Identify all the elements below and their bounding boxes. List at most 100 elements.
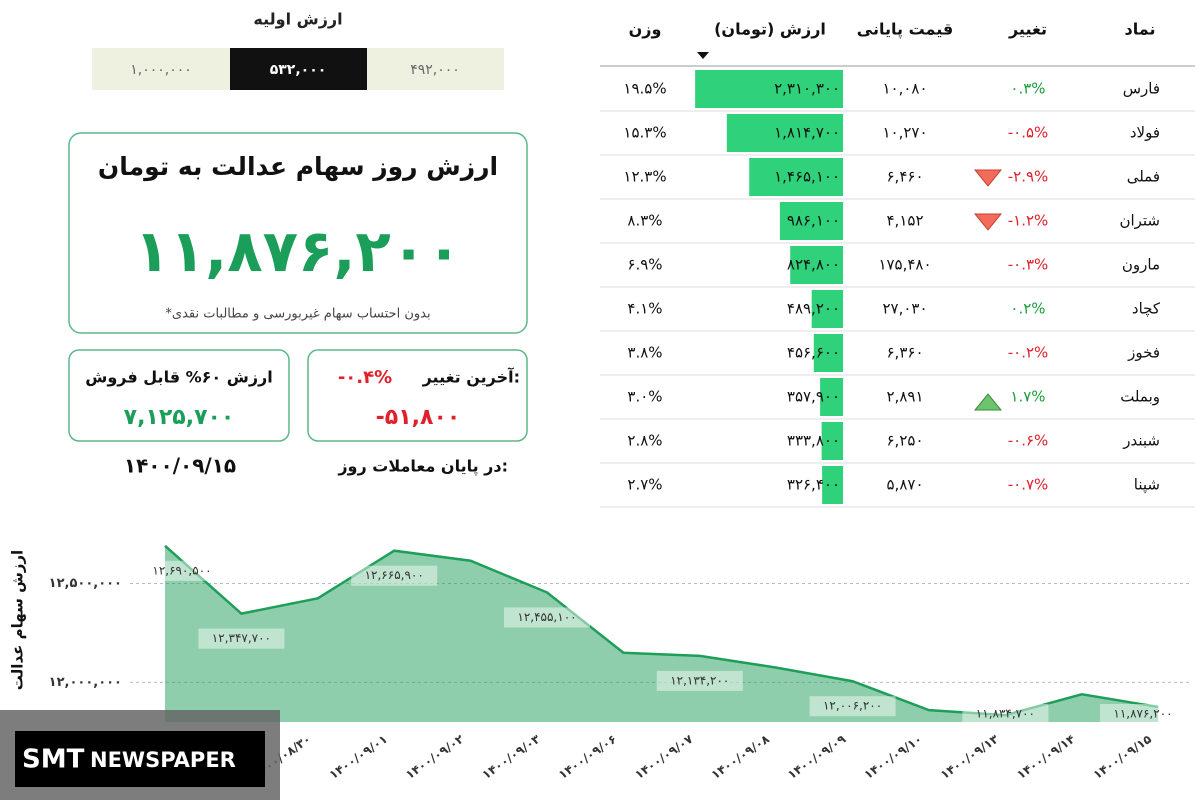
weight: ۳.۰% — [627, 388, 662, 406]
x-tick-label: ۱۴۰۰/۰۹/۱۴ — [1014, 732, 1077, 782]
value-bar — [811, 290, 843, 328]
change: -۲.۹% — [1008, 168, 1049, 186]
down-triangle — [973, 169, 1003, 187]
symbol: کچاد — [1132, 300, 1161, 318]
value-label-bg — [504, 607, 590, 628]
weight: ۳.۸% — [627, 344, 662, 362]
value-bar — [821, 422, 843, 460]
value-label-bg — [656, 670, 743, 691]
price: ۴,۱۵۲ — [887, 212, 924, 230]
value-label-bg — [1100, 704, 1186, 724]
value-label: ۱۲,۳۴۷,۷۰۰ — [212, 631, 271, 645]
x-tick-label: ۱۴۰۰/۰۹/۰۹ — [785, 731, 849, 781]
x-tick-label: ۱۴۰۰/۰۹/۰۶ — [556, 732, 619, 782]
price: ۶,۳۶۰ — [887, 344, 924, 362]
summary-card — [68, 132, 528, 334]
selector-title: ارزش اولیه — [253, 10, 342, 29]
weight: ۱۹.۵% — [623, 80, 666, 98]
value-label: ۱,۸۱۴,۷۰۰ — [774, 124, 840, 142]
value-bar — [820, 378, 843, 416]
table-header[interactable]: ارزش (تومان) — [714, 20, 826, 39]
symbol: فولاد — [1130, 124, 1160, 142]
up-triangle — [973, 393, 1003, 411]
symbol: شپنا — [1134, 476, 1160, 495]
value-label: ۱۲,۶۶۵,۹۰۰ — [365, 568, 424, 582]
value-label-bg — [198, 628, 285, 649]
weight: ۱۲.۳% — [623, 168, 666, 186]
price: ۱۰,۲۷۰ — [882, 124, 927, 142]
change-label: آخرین تغییر: — [422, 367, 520, 387]
value-label: ۱۲,۴۵۵,۱۰۰ — [517, 610, 576, 624]
price: ۲۷,۰۳۰ — [882, 300, 927, 318]
value-label: ۸۲۴,۸۰۰ — [787, 256, 840, 274]
summary-value: ۱۱,۸۷۶,۲۰۰ — [134, 217, 461, 285]
weight: ۲.۸% — [627, 432, 662, 450]
down-triangle — [973, 213, 1003, 231]
weight: ۴.۱% — [627, 300, 662, 318]
watermark-name: NEWSPAPER — [90, 748, 236, 772]
table-header: نماد — [1125, 20, 1156, 39]
value-label-bg — [351, 565, 438, 586]
price: ۶,۲۵۰ — [887, 432, 924, 450]
weight: ۱۵.۳% — [623, 124, 666, 142]
option-label[interactable]: ۵۳۲,۰۰۰ — [270, 62, 327, 78]
value-bar — [813, 334, 843, 372]
x-tick-label: ۱۴۰۰/۰۹/۱۰ — [862, 732, 925, 782]
weight: ۸.۳% — [627, 212, 662, 230]
sellable-value: ۷,۱۲۵,۷۰۰ — [124, 405, 235, 430]
symbol: وبملت — [1120, 388, 1160, 406]
watermark-box — [15, 731, 265, 787]
value-label: ۱۲,۰۰۶,۲۰۰ — [823, 699, 882, 713]
x-tick-label: ۱۴۰۰/۰۹/۰۲ — [403, 731, 467, 781]
sellable-label: ارزش ۶۰% قابل فروش — [85, 368, 273, 387]
sellable-card — [68, 349, 290, 442]
option-label[interactable]: ۱,۰۰۰,۰۰۰ — [130, 62, 192, 78]
value-label: ۱۱,۸۳۴,۷۰۰ — [976, 707, 1035, 721]
value-label: ۱۲,۶۹۰,۵۰۰ — [152, 563, 211, 577]
value-label: ۲,۳۱۰,۳۰۰ — [774, 80, 840, 98]
change: -۰.۳% — [1008, 256, 1049, 274]
change-percent: -۰.۴% — [338, 367, 392, 388]
value-label: ۴۵۶,۶۰۰ — [787, 344, 840, 362]
value-bar — [749, 158, 843, 196]
price: ۶,۴۶۰ — [887, 168, 924, 186]
table-header: قیمت پایانی — [857, 20, 953, 40]
line — [164, 544, 1159, 717]
option-box[interactable] — [92, 48, 230, 90]
change: -۰.۶% — [1008, 432, 1049, 450]
value-label: ۳۲۶,۴۰۰ — [787, 476, 840, 494]
value-label: ۳۵۷,۹۰۰ — [787, 388, 840, 406]
value-label: ۹۸۶,۱۰۰ — [787, 212, 840, 230]
y-tick-label: ۱۲,۵۰۰,۰۰۰ — [49, 576, 122, 591]
x-tick-label: ۱۴۰۰/۰۹/۱۳ — [938, 731, 1002, 781]
option-box-selected[interactable] — [230, 48, 367, 90]
sort-arrow — [697, 52, 709, 59]
change-amount: -۵۱,۸۰۰ — [376, 405, 461, 430]
value-label-bg — [809, 696, 896, 717]
value-bar — [726, 114, 843, 152]
option-box[interactable] — [367, 48, 504, 90]
value-label-bg — [962, 704, 1049, 724]
table-header: وزن — [629, 20, 662, 39]
value-bar — [822, 466, 843, 504]
change: -۰.۷% — [1008, 476, 1049, 494]
option-label[interactable]: ۴۹۲,۰۰۰ — [410, 62, 460, 78]
value-label: ۱۱,۸۷۶,۲۰۰ — [1113, 707, 1172, 721]
change: -۰.۵% — [1008, 124, 1049, 142]
x-tick-label: ۱۴۰۰/۰۹/۰۸ — [709, 731, 773, 781]
y-axis-label: ارزش سهام عدالت — [9, 550, 27, 690]
x-tick-label: ۱۴۰۰/۰۹/۰۷ — [632, 731, 696, 781]
symbol: فملی — [1127, 168, 1160, 186]
weight: ۶.۹% — [627, 256, 662, 274]
price: ۱۷۵,۴۸۰ — [878, 256, 931, 274]
symbol: شتران — [1119, 212, 1160, 230]
price: ۲,۸۹۱ — [887, 388, 924, 406]
price: ۱۰,۰۸۰ — [882, 80, 927, 98]
change: -۱.۲% — [1008, 212, 1049, 230]
symbol: فخوز — [1127, 344, 1160, 362]
x-tick-label: ۱۴۰۰/۰۹/۰۱ — [327, 732, 390, 782]
value-label: ۳۳۳,۸۰۰ — [787, 432, 840, 450]
change: ۰.۲% — [1010, 300, 1045, 318]
